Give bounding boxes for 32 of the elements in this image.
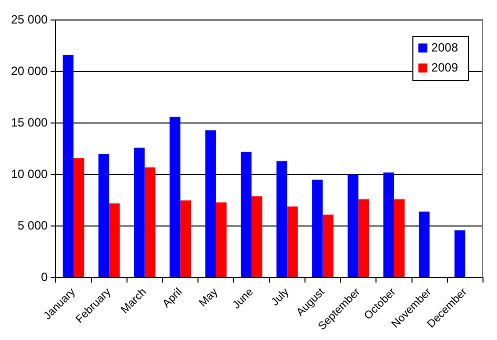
bar	[276, 161, 288, 278]
legend-label: 2008	[431, 40, 458, 54]
bar	[170, 116, 180, 278]
bar	[383, 172, 394, 278]
y-tick-label: 5 000	[18, 218, 48, 232]
bar	[418, 212, 430, 278]
x-tick-label: May	[197, 286, 221, 310]
y-tick-label: 10 000	[11, 166, 48, 181]
bar	[394, 199, 405, 278]
y-tick-label: 20 000	[11, 64, 48, 78]
bar	[322, 214, 334, 278]
bar	[205, 130, 216, 278]
bar	[74, 158, 84, 278]
bar	[240, 152, 252, 278]
legend-label: 2009	[431, 60, 458, 74]
bar	[216, 202, 227, 278]
bar	[348, 174, 358, 278]
bar	[98, 154, 110, 278]
bar	[312, 180, 323, 278]
bar	[358, 199, 370, 278]
bar	[287, 206, 298, 278]
bar	[134, 148, 145, 278]
x-tick-label: July	[269, 286, 292, 308]
bar	[180, 200, 192, 278]
y-tick-label: 25 000	[11, 12, 48, 26]
y-tick-label: 15 000	[11, 115, 48, 130]
bar	[454, 230, 466, 278]
bar	[252, 196, 262, 278]
bar	[62, 55, 74, 278]
bar	[109, 203, 120, 278]
y-tick-label: 0	[41, 270, 48, 284]
bar	[144, 167, 156, 278]
